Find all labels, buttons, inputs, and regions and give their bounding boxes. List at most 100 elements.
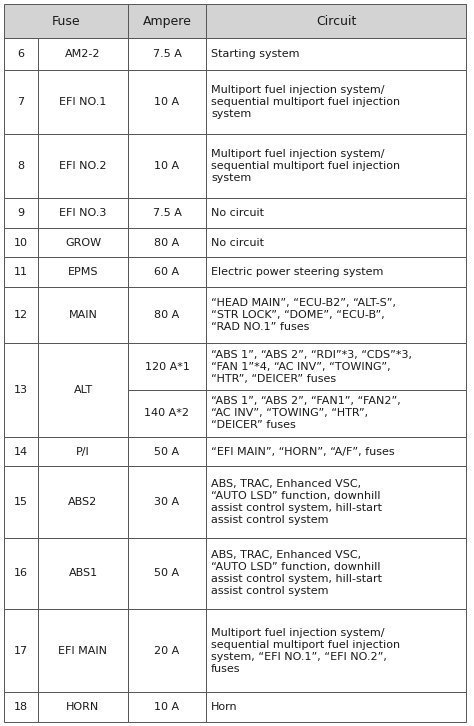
- Text: MAIN: MAIN: [69, 310, 98, 320]
- Bar: [206, 437, 466, 466]
- Bar: [4, 70, 38, 134]
- Bar: [128, 38, 206, 70]
- Text: ABS2: ABS2: [68, 497, 98, 507]
- Text: 120 A*1: 120 A*1: [145, 362, 190, 372]
- Text: ABS, TRAC, Enhanced VSC,
“AUTO LSD” function, downhill
assist control system, hi: ABS, TRAC, Enhanced VSC, “AUTO LSD” func…: [211, 550, 382, 596]
- Bar: [206, 287, 466, 343]
- Text: 7: 7: [18, 97, 25, 107]
- Bar: [206, 257, 466, 287]
- Text: 80 A: 80 A: [155, 237, 180, 248]
- Text: AM2-2: AM2-2: [65, 49, 101, 60]
- Bar: [4, 198, 38, 228]
- Bar: [4, 343, 38, 437]
- Bar: [206, 198, 466, 228]
- Text: 9: 9: [18, 208, 25, 218]
- Bar: [38, 287, 128, 343]
- Text: 17: 17: [14, 645, 28, 656]
- Bar: [128, 390, 206, 437]
- Text: 10 A: 10 A: [155, 702, 180, 712]
- Bar: [206, 70, 466, 134]
- Text: 18: 18: [14, 702, 28, 712]
- Text: HORN: HORN: [66, 702, 100, 712]
- Text: EFI NO.1: EFI NO.1: [59, 97, 107, 107]
- Bar: [128, 343, 206, 390]
- Text: 15: 15: [14, 497, 28, 507]
- Text: 7.5 A: 7.5 A: [153, 208, 182, 218]
- Bar: [128, 693, 206, 722]
- Bar: [206, 38, 466, 70]
- Bar: [128, 4, 206, 38]
- Bar: [4, 4, 128, 38]
- Text: “HEAD MAIN”, “ECU-B2”, “ALT-S”,
“STR LOCK”, “DOME”, “ECU-B”,
“RAD NO.1” fuses: “HEAD MAIN”, “ECU-B2”, “ALT-S”, “STR LOC…: [211, 298, 396, 332]
- Bar: [206, 609, 466, 693]
- Text: 11: 11: [14, 267, 28, 277]
- Bar: [128, 198, 206, 228]
- Text: 20 A: 20 A: [155, 645, 180, 656]
- Text: No circuit: No circuit: [211, 208, 264, 218]
- Bar: [38, 228, 128, 257]
- Bar: [38, 437, 128, 466]
- Bar: [206, 537, 466, 609]
- Text: Multiport fuel injection system/
sequential multiport fuel injection
system, “EF: Multiport fuel injection system/ sequent…: [211, 628, 400, 674]
- Text: GROW: GROW: [65, 237, 101, 248]
- Text: 14: 14: [14, 446, 28, 457]
- Text: Multiport fuel injection system/
sequential multiport fuel injection
system: Multiport fuel injection system/ sequent…: [211, 150, 400, 183]
- Bar: [38, 343, 128, 437]
- Bar: [4, 257, 38, 287]
- Text: ABS1: ABS1: [68, 568, 98, 578]
- Text: “EFI MAIN”, “HORN”, “A/F”, fuses: “EFI MAIN”, “HORN”, “A/F”, fuses: [211, 446, 395, 457]
- Bar: [38, 466, 128, 537]
- Text: 12: 12: [14, 310, 28, 320]
- Text: EFI NO.3: EFI NO.3: [59, 208, 107, 218]
- Text: No circuit: No circuit: [211, 237, 264, 248]
- Bar: [128, 228, 206, 257]
- Bar: [128, 287, 206, 343]
- Bar: [4, 609, 38, 693]
- Text: 140 A*2: 140 A*2: [145, 409, 190, 418]
- Text: 6: 6: [18, 49, 25, 60]
- Text: 80 A: 80 A: [155, 310, 180, 320]
- Bar: [4, 537, 38, 609]
- Bar: [4, 134, 38, 198]
- Bar: [206, 390, 466, 437]
- Text: Fuse: Fuse: [52, 15, 80, 28]
- Bar: [4, 437, 38, 466]
- Bar: [206, 134, 466, 198]
- Bar: [38, 257, 128, 287]
- Text: Multiport fuel injection system/
sequential multiport fuel injection
system: Multiport fuel injection system/ sequent…: [211, 86, 400, 119]
- Text: Electric power steering system: Electric power steering system: [211, 267, 383, 277]
- Text: 50 A: 50 A: [155, 568, 180, 578]
- Text: 10 A: 10 A: [155, 161, 180, 171]
- Bar: [38, 70, 128, 134]
- Bar: [38, 134, 128, 198]
- Text: Starting system: Starting system: [211, 49, 300, 60]
- Text: EFI MAIN: EFI MAIN: [58, 645, 108, 656]
- Text: Circuit: Circuit: [316, 15, 356, 28]
- Bar: [38, 537, 128, 609]
- Bar: [4, 693, 38, 722]
- Text: P/I: P/I: [76, 446, 90, 457]
- Bar: [206, 228, 466, 257]
- Text: 8: 8: [18, 161, 25, 171]
- Bar: [206, 466, 466, 537]
- Text: ALT: ALT: [73, 385, 92, 395]
- Bar: [128, 257, 206, 287]
- Bar: [38, 693, 128, 722]
- Text: 16: 16: [14, 568, 28, 578]
- Text: 50 A: 50 A: [155, 446, 180, 457]
- Bar: [38, 609, 128, 693]
- Text: EPMS: EPMS: [68, 267, 98, 277]
- Bar: [128, 70, 206, 134]
- Text: Ampere: Ampere: [143, 15, 191, 28]
- Text: 10 A: 10 A: [155, 97, 180, 107]
- Bar: [206, 693, 466, 722]
- Bar: [4, 228, 38, 257]
- Bar: [4, 38, 38, 70]
- Text: “ABS 1”, “ABS 2”, “RDI”*3, “CDS”*3,
“FAN 1”*4, “AC INV”, “TOWING”,
“HTR”, “DEICE: “ABS 1”, “ABS 2”, “RDI”*3, “CDS”*3, “FAN…: [211, 350, 412, 383]
- Bar: [4, 287, 38, 343]
- Bar: [128, 437, 206, 466]
- Bar: [128, 537, 206, 609]
- Bar: [206, 4, 466, 38]
- Bar: [128, 609, 206, 693]
- Bar: [128, 134, 206, 198]
